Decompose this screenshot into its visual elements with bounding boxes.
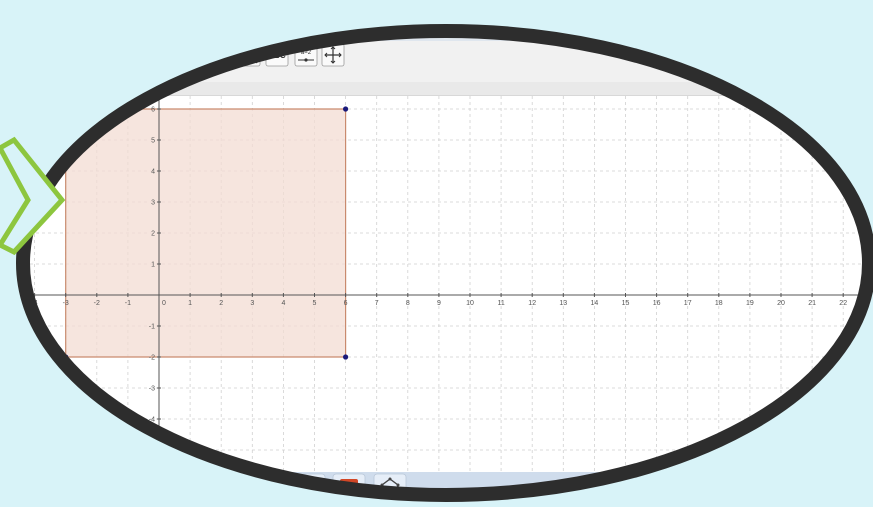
move-view-tool-icon[interactable] (321, 43, 345, 67)
svg-text:a=2: a=2 (301, 50, 312, 56)
x-tick-label: 17 (684, 300, 692, 307)
y-tick-label: 1 (151, 262, 155, 269)
x-tick-label: 12 (528, 300, 536, 307)
x-tick-label: 16 (653, 300, 661, 307)
vertex-point[interactable] (343, 106, 349, 112)
x-tick-label: 1 (188, 300, 192, 307)
x-tick-label: 21 (808, 300, 816, 307)
circle-tool-icon[interactable] (178, 43, 202, 67)
x-tick-label: -1 (125, 300, 131, 307)
x-tick-label: 11 (497, 300, 504, 307)
x-tick-label: 22 (839, 300, 847, 307)
vertex-point[interactable] (63, 106, 69, 112)
x-tick-label: 9 (437, 300, 441, 307)
y-tick-label: 6 (151, 107, 155, 114)
y-tick-label: 5 (151, 138, 155, 145)
vertex-point[interactable] (343, 354, 349, 360)
green-arrow-icon (0, 136, 66, 256)
x-tick-label: 15 (622, 300, 630, 307)
x-tick-label: 18 (715, 300, 723, 307)
y-tick-label: 3 (151, 200, 155, 207)
y-tick-label: -2 (149, 355, 155, 362)
y-tick-label: -1 (149, 324, 155, 331)
x-tick-label: 3 (250, 300, 254, 307)
x-tick-label: 2 (219, 300, 223, 307)
x-tick-label: 13 (559, 300, 567, 307)
toolbar (23, 41, 869, 83)
x-tick-label: 10 (466, 300, 474, 307)
x-tick-label: 4 (281, 300, 285, 307)
x-tick-label: 5 (313, 300, 317, 307)
x-tick-label: -3 (63, 300, 69, 307)
y-tick-label: 2 (151, 231, 155, 238)
x-tick-label: 6 (344, 300, 348, 307)
x-tick-label: 14 (591, 300, 599, 307)
x-tick-label: 19 (746, 300, 754, 307)
y-tick-label: 4 (151, 169, 155, 176)
x-tick-label: 20 (777, 300, 785, 307)
axes: -4 -3 -2 -1 0 1 2 3 4 5 6 7 8 9 10 11 12 13 14 15 16 17 18 19 20… (24, 96, 869, 472)
x-tick-label: -2 (94, 300, 100, 307)
oval-frame (16, 24, 873, 502)
y-tick-label: -4 (149, 417, 155, 424)
x-tick-label: 8 (406, 300, 410, 307)
x-tick-label: 0 (162, 300, 166, 307)
y-tick-label: -3 (149, 386, 155, 393)
polygon[interactable] (65, 108, 347, 358)
x-tick-label: 7 (375, 300, 379, 307)
